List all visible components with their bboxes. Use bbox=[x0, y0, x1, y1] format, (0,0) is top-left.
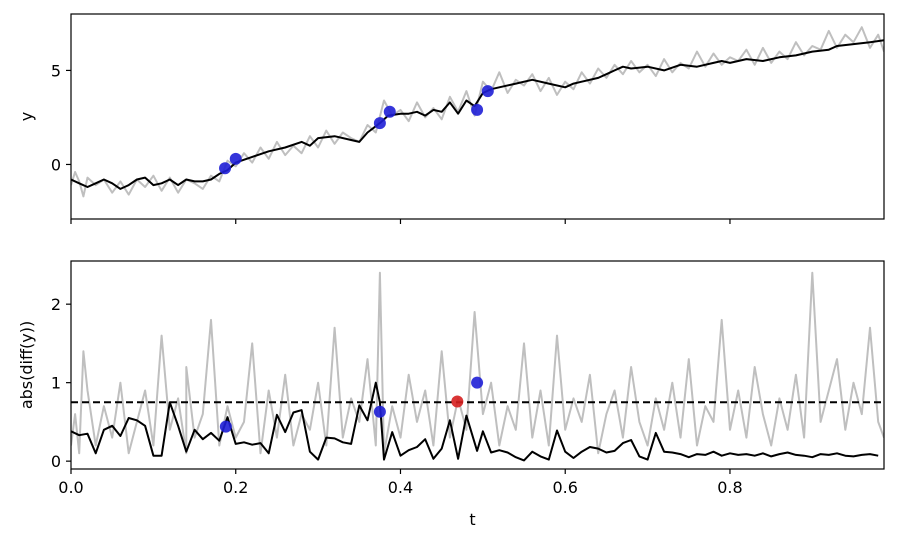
marker-point bbox=[471, 376, 484, 389]
plot-area bbox=[71, 26, 884, 198]
y-tick-label: 0 bbox=[51, 155, 61, 174]
marker-point bbox=[383, 105, 396, 118]
plot-area bbox=[71, 271, 884, 462]
marker-point bbox=[219, 420, 232, 433]
marker-point bbox=[373, 117, 386, 130]
x-tick-label: 0.4 bbox=[388, 478, 413, 497]
marker-point bbox=[471, 103, 484, 116]
axes-frame bbox=[70, 260, 885, 470]
x-tick-label: 0.6 bbox=[552, 478, 577, 497]
top-panel: 0 5 y bbox=[17, 13, 885, 224]
series-line-smoothed bbox=[71, 39, 884, 190]
x-tick-label: 0.8 bbox=[717, 478, 742, 497]
series-line-smoothed bbox=[71, 381, 879, 462]
y-tick-label: 1 bbox=[51, 374, 61, 393]
marker-point bbox=[219, 162, 232, 175]
marker-point bbox=[229, 152, 242, 165]
y-tick-label: 0 bbox=[51, 452, 61, 471]
bottom-panel: 0.0 0.2 0.4 0.6 0.8 0 1 2 abs(diff(y)) t bbox=[17, 260, 885, 529]
axes-frame bbox=[70, 13, 885, 220]
marker-point bbox=[373, 405, 386, 418]
x-axis-label: t bbox=[469, 510, 475, 529]
y-axis-label: y bbox=[17, 112, 36, 121]
y-tick-label: 2 bbox=[51, 295, 61, 314]
y-tick-label: 5 bbox=[51, 61, 61, 80]
x-tick-label: 0.2 bbox=[223, 478, 248, 497]
marker-point bbox=[451, 395, 464, 408]
x-tick-label: 0.0 bbox=[58, 478, 83, 497]
y-axis-label: abs(diff(y)) bbox=[17, 321, 36, 409]
series-line-raw bbox=[71, 271, 884, 455]
marker-point bbox=[481, 85, 494, 98]
